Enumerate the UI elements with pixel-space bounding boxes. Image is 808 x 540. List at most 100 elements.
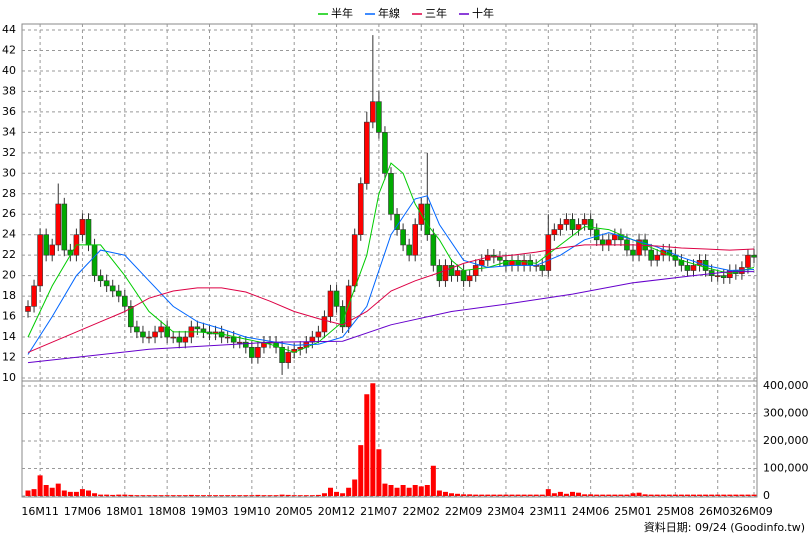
volume-bar xyxy=(521,494,527,496)
candle-body xyxy=(745,254,751,268)
volume-bar xyxy=(576,492,582,496)
candle-body xyxy=(460,270,467,282)
volume-bar xyxy=(678,494,684,496)
candle-body xyxy=(55,203,62,246)
plot-frame xyxy=(21,23,758,498)
volume-bar xyxy=(697,494,703,496)
x-tick-label: 24M06 xyxy=(572,505,610,518)
candle-body xyxy=(97,275,104,282)
x-tick-label: 18M01 xyxy=(106,505,144,518)
x-tick-label: 23M11 xyxy=(530,505,568,518)
volume-bar xyxy=(158,495,164,496)
volume-bar xyxy=(219,495,225,496)
volume-bar xyxy=(467,494,473,496)
candle-body xyxy=(400,229,406,246)
volume-bar xyxy=(376,449,382,496)
y2-tick-label: 300,000 xyxy=(763,407,808,420)
volume-bar xyxy=(491,494,497,496)
candle-body xyxy=(448,265,455,276)
y2-tick-label: 0 xyxy=(763,489,770,502)
volume-bar xyxy=(122,494,128,496)
volume-bar xyxy=(721,494,727,496)
y-tick-label: 20 xyxy=(2,269,16,282)
x-tick-label: 19M03 xyxy=(191,505,229,518)
volume-bar xyxy=(207,495,212,496)
candle-body xyxy=(648,249,654,261)
volume-bar xyxy=(418,486,424,496)
candle-body xyxy=(684,265,691,271)
legend-label: 三年 xyxy=(425,6,447,20)
candle-body xyxy=(521,259,527,266)
candle-body xyxy=(309,336,316,343)
y2-tick-label: 400,000 xyxy=(763,379,808,392)
candle-body xyxy=(539,265,546,271)
volume-bar xyxy=(267,495,273,496)
candle-body xyxy=(103,280,110,287)
volume-bar xyxy=(297,495,303,496)
y2-tick-label: 200,000 xyxy=(763,434,808,447)
y-tick-label: 16 xyxy=(2,310,16,323)
candle-body xyxy=(333,290,340,307)
candle-body xyxy=(557,224,564,230)
x-tick-label: 22M02 xyxy=(403,505,441,518)
candle-body xyxy=(370,101,376,123)
candle-body xyxy=(605,239,612,246)
volume-bar xyxy=(213,495,219,496)
x-tick-label: 19M10 xyxy=(233,505,271,518)
candle-body xyxy=(376,101,382,133)
volume-bar xyxy=(334,491,340,496)
candle-body xyxy=(182,336,189,343)
volume-bar xyxy=(660,494,666,496)
volume-bar xyxy=(473,494,479,496)
volume-bar xyxy=(515,494,521,496)
candle-body xyxy=(382,132,388,174)
candle-body xyxy=(466,275,473,282)
candle-body xyxy=(249,346,255,358)
volume-bar xyxy=(618,494,624,496)
volume-bar xyxy=(485,494,491,496)
candle-body xyxy=(636,239,642,256)
volume-bar xyxy=(182,495,188,496)
candle-body xyxy=(551,229,558,236)
volume-bar xyxy=(134,495,140,496)
candle-body xyxy=(146,336,152,339)
volume-bar xyxy=(43,485,49,496)
candle-body xyxy=(430,234,437,266)
volume-bar xyxy=(666,494,672,496)
volume-bar xyxy=(146,495,152,496)
candle-body xyxy=(581,219,588,225)
volume-bar xyxy=(594,494,600,496)
volume-bar xyxy=(563,493,569,496)
candle-body xyxy=(497,256,503,261)
candle-body xyxy=(140,331,146,338)
y-tick-label: 18 xyxy=(2,289,16,302)
volume-bar xyxy=(279,494,285,496)
volume-bar xyxy=(249,495,255,496)
candle-body xyxy=(720,275,727,278)
volume-bar xyxy=(539,494,545,496)
volume-bar xyxy=(255,494,261,496)
volume-bar xyxy=(582,494,588,496)
volume-bar xyxy=(152,495,158,496)
candle-body xyxy=(224,336,231,339)
volume-bar xyxy=(636,492,642,496)
volume-bar xyxy=(461,494,467,496)
volume-bar xyxy=(340,493,346,496)
volume-bar xyxy=(285,494,291,496)
volume-bar xyxy=(61,490,67,496)
volume-bar xyxy=(110,494,116,496)
y-tick-label: 34 xyxy=(2,125,16,138)
volume-bar xyxy=(309,495,315,496)
candle-body xyxy=(200,328,207,333)
volume-bar xyxy=(648,494,654,496)
volume-bar xyxy=(321,493,327,496)
volume-bar xyxy=(497,494,503,496)
volume-bar xyxy=(727,494,733,496)
candle-body xyxy=(478,259,485,266)
candle-body xyxy=(357,183,364,236)
y-tick-label: 32 xyxy=(2,146,16,159)
volume-bar xyxy=(424,485,430,496)
candle-body xyxy=(654,254,661,261)
candle-body xyxy=(424,203,431,236)
